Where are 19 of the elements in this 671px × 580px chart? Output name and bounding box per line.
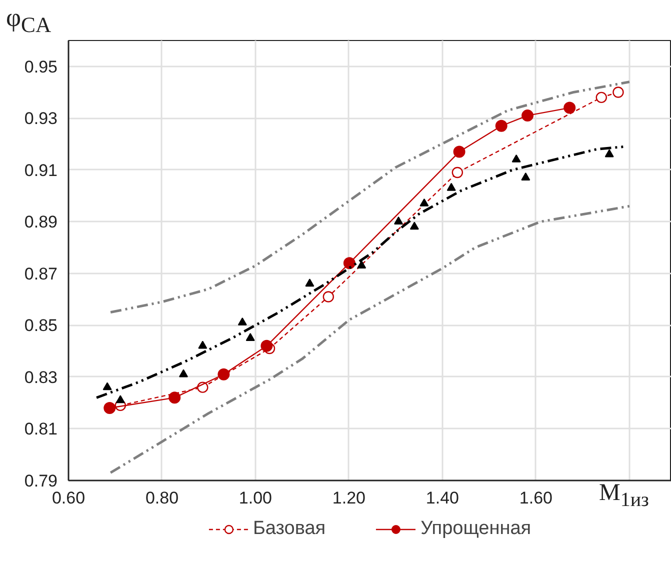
y-tick-label: 0.89 — [24, 212, 58, 232]
x-tick-label: 0.60 — [52, 488, 86, 508]
legend-label: Упрощенная — [420, 518, 532, 540]
y-tick-label: 0.95 — [24, 57, 58, 76]
y-tick-label: 0.93 — [24, 109, 58, 128]
y-tick-label: 0.83 — [24, 368, 58, 387]
y-tick-label: 0.87 — [24, 264, 58, 284]
x-axis-title: M$_{1из}$ — [599, 480, 649, 511]
y-tick-label: 0.81 — [24, 420, 58, 439]
y-axis-title: φ$_{CA}$ — [6, 3, 52, 38]
x-tick-label: 1.20 — [332, 488, 366, 508]
legend-label: Базовая — [252, 518, 326, 540]
x-tick-label: 1.60 — [519, 488, 552, 508]
x-tick-label: 0.80 — [145, 488, 179, 508]
y-tick-label: 0.79 — [24, 472, 58, 490]
x-tick-label: 1.40 — [426, 488, 460, 508]
y-tick-label: 0.91 — [24, 160, 58, 180]
x-tick-label: 1.00 — [238, 488, 272, 508]
y-tick-label: 0.85 — [24, 316, 58, 336]
